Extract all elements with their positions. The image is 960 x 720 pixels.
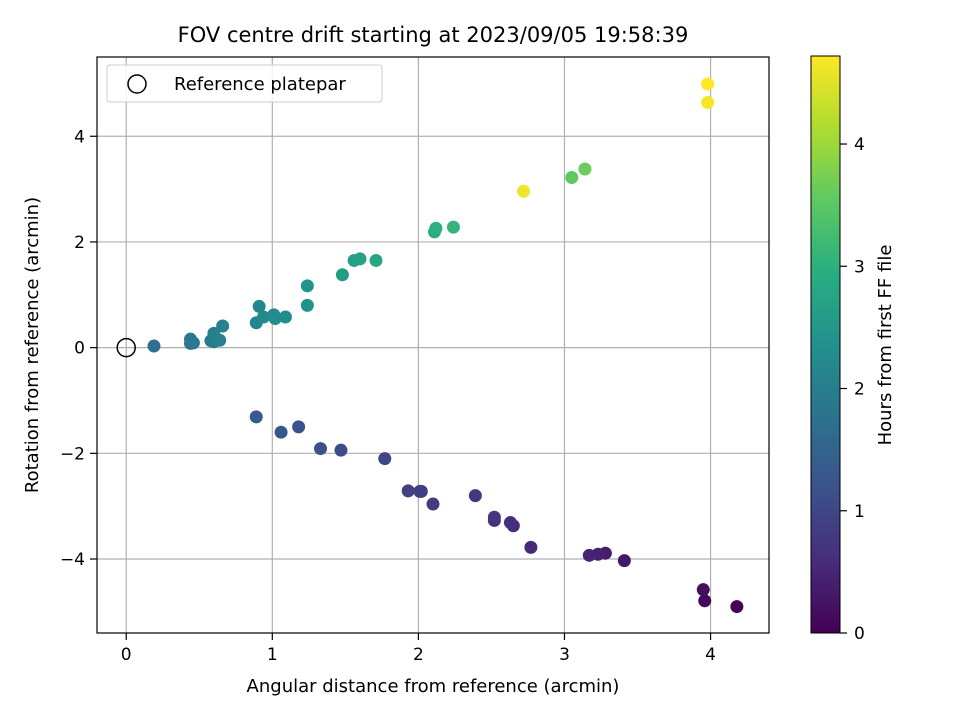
colorbar-tick-label: 1	[854, 502, 865, 522]
x-tick-label: 1	[267, 645, 278, 665]
reference-platepar-marker	[116, 337, 136, 358]
legend-box	[106, 64, 383, 103]
data-point	[401, 484, 415, 498]
data-points	[147, 77, 744, 614]
colorbar-gradient	[810, 55, 841, 634]
data-point	[378, 452, 392, 466]
x-tick-label: 4	[705, 645, 716, 665]
data-point	[517, 184, 531, 198]
data-point	[701, 95, 715, 109]
y-tick-label: 2	[74, 233, 85, 253]
data-point	[274, 425, 288, 439]
legend: Reference platepar	[106, 64, 383, 103]
colorbar-ticks: 0 1 2 3 4	[840, 135, 865, 644]
x-tick-label: 0	[121, 645, 132, 665]
data-point	[213, 333, 227, 347]
data-point	[446, 220, 460, 234]
plot-frame	[96, 56, 770, 634]
legend-label-reference-platepar: Reference platepar	[174, 74, 346, 95]
legend-open-circle-icon	[127, 74, 147, 94]
chart-title: FOV centre drift starting at 2023/09/05 …	[178, 23, 689, 47]
data-point	[257, 310, 271, 324]
data-point	[186, 336, 200, 350]
y-tick-label: 0	[74, 339, 85, 359]
x-tick-label: 2	[413, 645, 424, 665]
y-tick-label: 4	[74, 127, 85, 147]
colorbar-tick-label: 2	[854, 380, 865, 400]
axis-ticks: 0 1 2 3 4 −4 −2 0 2 4	[60, 127, 716, 665]
data-point	[565, 170, 579, 184]
data-point	[249, 410, 263, 424]
data-point	[730, 600, 744, 614]
data-point	[582, 548, 596, 562]
data-point	[426, 497, 440, 511]
data-point	[216, 319, 230, 333]
data-point	[334, 443, 348, 457]
y-axis-label: Rotation from reference (arcmin)	[22, 197, 43, 493]
y-tick-label: −4	[60, 550, 85, 570]
y-tick-label: −2	[60, 444, 85, 464]
data-point	[617, 554, 631, 568]
colorbar: 0 1 2 3 4 Hours from first FF file	[810, 55, 896, 644]
data-point	[314, 442, 328, 456]
data-point	[369, 253, 383, 267]
data-point	[353, 252, 367, 266]
data-point	[335, 268, 349, 282]
data-point	[278, 310, 292, 324]
data-point	[701, 77, 715, 91]
colorbar-tick-label: 0	[854, 624, 865, 644]
x-tick-label: 3	[559, 645, 570, 665]
data-point	[698, 594, 712, 608]
data-point	[292, 420, 306, 434]
colorbar-label: Hours from first FF file	[875, 245, 896, 446]
data-point	[300, 298, 314, 312]
data-point	[696, 583, 710, 597]
x-axis-label: Angular distance from reference (arcmin)	[247, 676, 620, 697]
data-point	[268, 312, 282, 326]
data-point	[578, 162, 592, 176]
data-point	[487, 510, 501, 524]
data-point	[503, 516, 517, 530]
colorbar-tick-label: 3	[854, 257, 865, 277]
data-point	[524, 540, 538, 554]
data-point	[429, 221, 443, 235]
data-point	[413, 484, 427, 498]
data-point	[468, 489, 482, 503]
data-point	[300, 279, 314, 293]
data-point	[252, 299, 266, 313]
colorbar-tick-label: 4	[854, 135, 865, 155]
grid-lines	[97, 57, 769, 633]
data-point	[147, 339, 161, 353]
